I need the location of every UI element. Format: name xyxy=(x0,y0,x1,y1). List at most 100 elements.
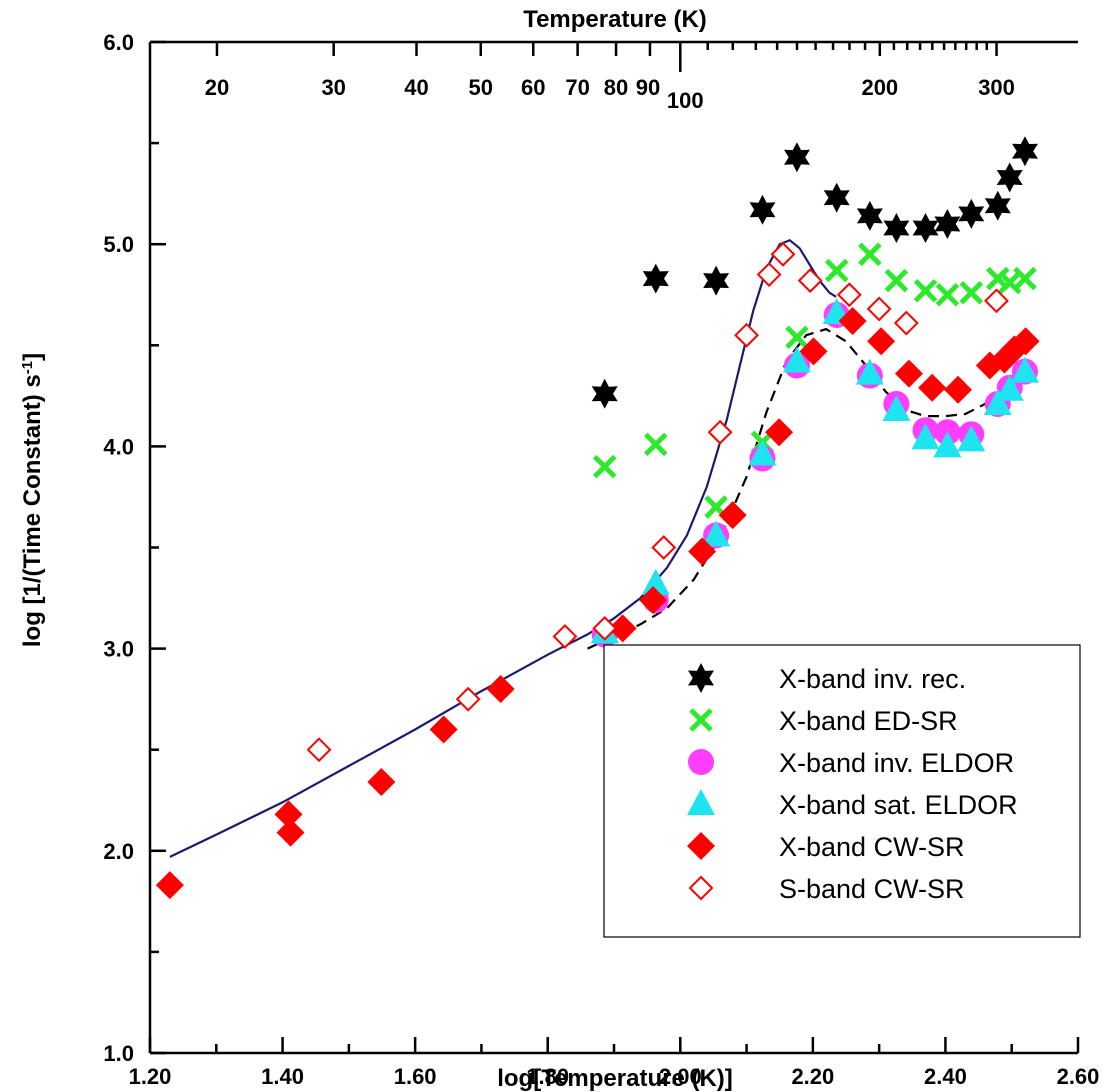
legend-label: X-band inv. rec. xyxy=(779,664,966,694)
point-diamond-filled xyxy=(1011,327,1040,356)
point-star6 xyxy=(642,263,669,294)
point-star6 xyxy=(883,213,910,243)
point-triangle xyxy=(911,423,940,450)
top-axis-title: Temperature (K) xyxy=(523,6,707,33)
top-tick-label: 20 xyxy=(205,75,229,100)
y-tick-label: 2.0 xyxy=(103,839,134,864)
x-tick-label: 1.20 xyxy=(129,1064,172,1089)
point-star6 xyxy=(996,162,1023,193)
point-diamond-filled xyxy=(838,307,867,336)
legend-label: X-band sat. ELDOR xyxy=(779,790,1018,820)
y-axis-title-superscript: -1 xyxy=(19,361,36,374)
y-tick-label: 1.0 xyxy=(103,1041,134,1066)
point-x-stroke xyxy=(935,282,960,307)
point-diamond-filled xyxy=(608,614,637,643)
point-diamond-filled xyxy=(718,501,747,530)
point-diamond-open xyxy=(707,419,733,445)
point-x-stroke xyxy=(884,268,909,293)
point-star6 xyxy=(856,200,883,231)
top-tick-label: 50 xyxy=(469,75,493,100)
point-diamond-filled xyxy=(367,768,396,797)
point-star6 xyxy=(1012,136,1038,167)
point-diamond-open xyxy=(797,268,823,294)
top-tick-label: 60 xyxy=(521,75,545,100)
legend-marker-x-stroke xyxy=(689,708,713,732)
legend-label: X-band inv. ELDOR xyxy=(779,748,1014,778)
legend-marker-triangle xyxy=(687,789,715,815)
point-star6 xyxy=(703,265,730,296)
point-x xyxy=(959,280,984,305)
legend-marker-star6 xyxy=(688,663,714,693)
point-x xyxy=(592,454,617,479)
top-tick-label: 70 xyxy=(565,75,589,100)
point-diamond-filled xyxy=(894,359,923,388)
point-diamond-open xyxy=(770,241,796,267)
top-tick-label: 200 xyxy=(861,75,898,100)
point-diamond-open xyxy=(306,737,332,763)
point-diamond-filled xyxy=(639,586,668,615)
point-triangle xyxy=(702,520,731,547)
x-axis-title: log[Temperature (K)] xyxy=(497,1065,733,1092)
legend-marker-diamond-filled xyxy=(687,832,715,860)
point-diamond-open xyxy=(836,282,862,308)
point-diamond-open xyxy=(455,686,481,712)
point-x-stroke xyxy=(913,278,938,303)
top-tick-label: 100 xyxy=(667,88,704,113)
point-star6 xyxy=(591,378,618,409)
point-diamond-open xyxy=(651,535,677,560)
point-x xyxy=(913,278,938,303)
point-triangle xyxy=(855,358,884,385)
top-tick-label: 90 xyxy=(636,75,660,100)
point-x xyxy=(643,432,668,457)
y-tick-label: 4.0 xyxy=(103,434,134,459)
point-diamond-filled xyxy=(276,818,305,847)
point-triangle xyxy=(882,395,911,422)
y-axis-title: log [1/(Time Constant) s-1] xyxy=(19,353,47,647)
legend-box xyxy=(603,644,1081,938)
point-x xyxy=(1013,266,1037,291)
point-triangle xyxy=(748,439,777,466)
legend-marker-circle xyxy=(688,749,714,775)
dashed-fit-curve xyxy=(587,327,1026,650)
top-tick-label: 80 xyxy=(604,75,628,100)
point-x-stroke xyxy=(704,495,728,519)
point-triangle xyxy=(957,425,986,452)
point-diamond-open xyxy=(984,288,1009,314)
y-tick-label: 6.0 xyxy=(103,30,134,55)
point-x xyxy=(785,325,809,349)
point-x-stroke xyxy=(643,432,668,457)
x-tick-label: 2.20 xyxy=(791,1064,834,1089)
point-triangle xyxy=(1010,356,1039,383)
point-diamond-open xyxy=(756,262,782,287)
axis-ticks: 1.20 1.40 1.60 1.80 2.00 2.20 2.40 2.60 1.0 2.0 3.… xyxy=(103,30,1099,1089)
point-star6 xyxy=(823,182,850,213)
point-diamond-open xyxy=(734,322,759,348)
point-x-stroke xyxy=(959,280,984,305)
point-x xyxy=(884,268,909,293)
point-triangle xyxy=(983,388,1012,415)
x-tick-label: 2.60 xyxy=(1057,1064,1100,1089)
point-x-stroke xyxy=(592,454,617,479)
top-tick-label: 300 xyxy=(978,75,1015,100)
y-axis-title-main: log [1/(Time Constant) s xyxy=(19,374,46,647)
legend: X-band inv. rec. X-band ED-SR X-band inv. … xyxy=(603,644,1081,938)
point-x xyxy=(858,242,882,267)
solid-fit-curve xyxy=(169,238,837,858)
point-triangle xyxy=(995,374,1024,401)
point-diamond-filled xyxy=(765,418,794,447)
point-x-stroke xyxy=(997,270,1022,295)
point-triangle xyxy=(782,346,811,373)
legend-marker-diamond-open xyxy=(688,875,714,901)
fit-curves xyxy=(169,238,1026,858)
x-tick-label: 1.40 xyxy=(261,1064,304,1089)
point-diamond-filled xyxy=(155,871,184,900)
point-diamond-open xyxy=(866,296,892,322)
point-x-stroke xyxy=(824,258,849,283)
point-star6 xyxy=(934,209,961,239)
point-triangle xyxy=(933,431,962,458)
point-diamond-filled xyxy=(944,375,973,404)
point-star6 xyxy=(958,198,985,229)
x-tick-label: 2.40 xyxy=(924,1064,967,1089)
point-diamond-open xyxy=(893,310,919,336)
